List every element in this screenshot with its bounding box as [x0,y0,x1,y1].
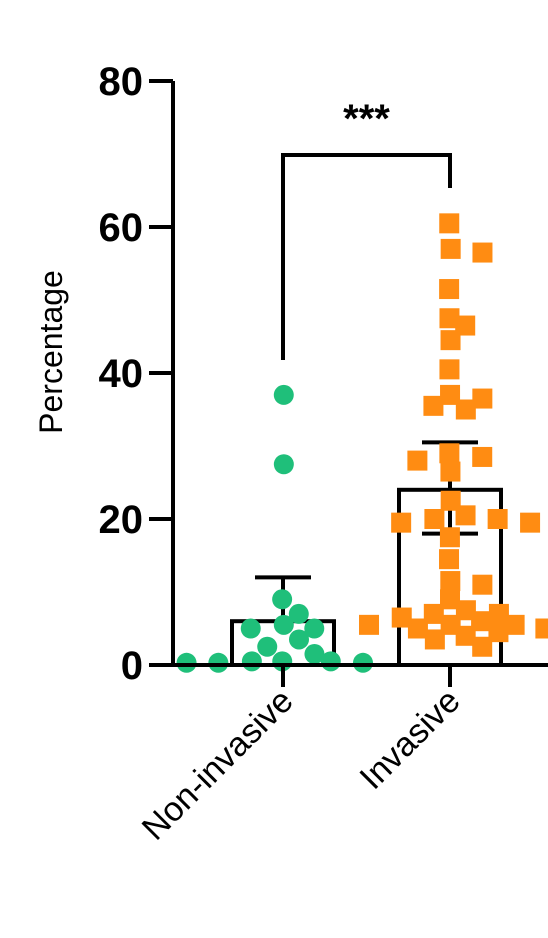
data-point [439,213,460,234]
data-point [440,589,461,610]
data-point [304,618,325,639]
x-labels-layer: Non-invasive Invasive [135,665,468,848]
data-point [471,611,492,632]
data-point [273,384,294,405]
data-point [272,589,293,610]
data-point [320,651,341,672]
significance-bracket: *** [281,97,452,360]
data-point [407,618,428,639]
data-point [504,614,525,635]
data-point [455,505,476,526]
data-point [487,509,508,529]
data-point [440,461,461,482]
data-point [440,330,461,351]
data-point [472,446,493,467]
data-point [520,512,541,533]
data-point [304,644,325,665]
data-point [352,652,373,673]
data-point [455,600,476,621]
data-point [472,636,493,657]
data-point [472,242,493,263]
data-point [455,625,476,646]
data-point [440,384,461,405]
data-point [439,279,460,300]
y-tick-label: 40 [99,352,144,396]
data-point [488,603,509,624]
data-point [273,614,294,635]
data-point [240,618,261,639]
data-point [455,399,476,420]
x-category-label: Invasive [353,682,468,797]
data-point [440,571,461,592]
y-tick-label: 0 [121,644,143,688]
data-point [440,614,461,635]
data-point [208,652,229,673]
y-tick-label: 80 [99,60,144,104]
data-point [257,636,278,657]
y-axis-title: Percentage [33,270,69,434]
data-point [439,549,460,570]
data-point [423,603,444,624]
data-point [439,359,460,380]
data-point [288,603,309,624]
data-point [407,450,428,471]
data-point [488,622,509,643]
data-point [423,395,444,416]
data-point [439,308,460,329]
y-ticks-layer: 0 20 40 60 80 [99,60,173,688]
x-category-label: Non-invasive [135,682,301,848]
data-point [439,443,460,464]
y-tick-label: 20 [99,498,144,542]
data-point [440,238,461,259]
data-point [535,618,548,639]
significance-bracket-line [281,153,452,360]
points-layer [176,213,548,673]
data-point [391,607,412,628]
significance-label: *** [343,97,390,141]
data-point [472,388,493,409]
data-point [439,527,460,548]
data-point [472,574,493,595]
data-point [241,651,262,672]
y-tick-label: 60 [99,206,144,250]
data-point [289,629,310,650]
data-point [424,509,445,529]
data-point [273,454,294,475]
data-point [176,652,197,673]
data-point [359,614,380,635]
data-point [391,512,412,533]
data-point [424,629,445,650]
